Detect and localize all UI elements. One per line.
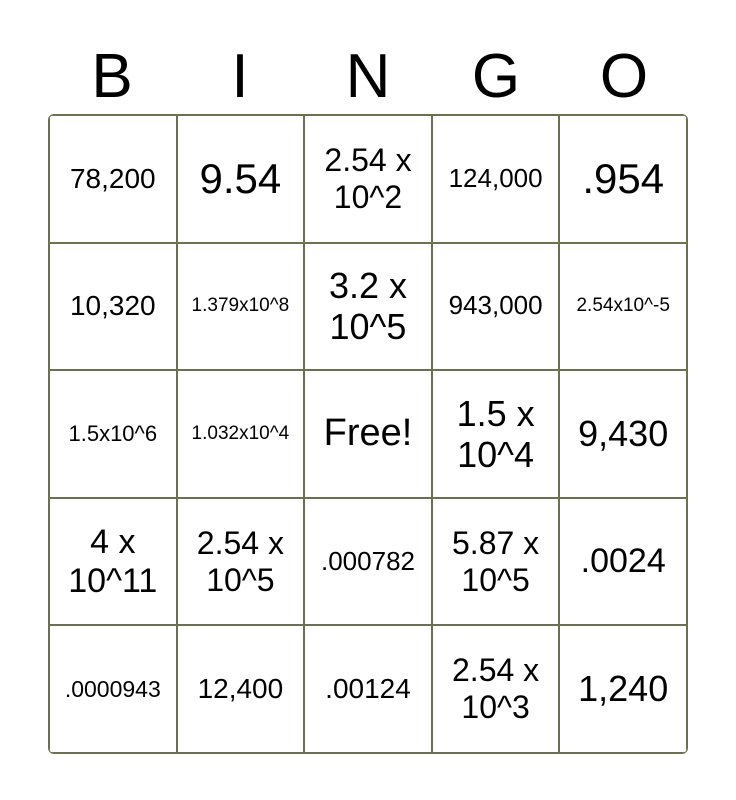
bingo-cell[interactable]: 2.54 x 10^2 <box>304 115 432 243</box>
bingo-cell[interactable]: 124,000 <box>432 115 560 243</box>
bingo-cell[interactable]: 1,240 <box>559 625 687 753</box>
bingo-cell[interactable]: 4 x 10^11 <box>49 498 177 626</box>
bingo-cell[interactable]: 1.5 x 10^4 <box>432 370 560 498</box>
bingo-cell[interactable]: .00124 <box>304 625 432 753</box>
bingo-cell[interactable]: 2.54 x 10^5 <box>177 498 305 626</box>
bingo-grid: 78,2009.542.54 x 10^2124,000.95410,3201.… <box>48 114 688 754</box>
bingo-cell[interactable]: 12,400 <box>177 625 305 753</box>
bingo-cell[interactable]: 3.2 x 10^5 <box>304 243 432 371</box>
bingo-cell[interactable]: 2.54x10^-5 <box>559 243 687 371</box>
bingo-cell[interactable]: 1.379x10^8 <box>177 243 305 371</box>
bingo-cell[interactable]: 9,430 <box>559 370 687 498</box>
bingo-cell[interactable]: .000782 <box>304 498 432 626</box>
bingo-cell[interactable]: 1.032x10^4 <box>177 370 305 498</box>
bingo-cell[interactable]: 943,000 <box>432 243 560 371</box>
bingo-header-row: B I N G O <box>48 46 688 108</box>
bingo-cell[interactable]: 2.54 x 10^3 <box>432 625 560 753</box>
bingo-cell[interactable]: Free! <box>304 370 432 498</box>
header-letter-b: B <box>48 46 176 108</box>
header-letter-i: I <box>176 46 304 108</box>
bingo-card: B I N G O 78,2009.542.54 x 10^2124,000.9… <box>48 46 688 754</box>
bingo-cell[interactable]: .954 <box>559 115 687 243</box>
bingo-cell[interactable]: .0000943 <box>49 625 177 753</box>
bingo-cell[interactable]: 78,200 <box>49 115 177 243</box>
header-letter-n: N <box>304 46 432 108</box>
bingo-cell[interactable]: 1.5x10^6 <box>49 370 177 498</box>
bingo-cell[interactable]: 5.87 x 10^5 <box>432 498 560 626</box>
bingo-cell[interactable]: .0024 <box>559 498 687 626</box>
header-letter-g: G <box>432 46 560 108</box>
bingo-cell[interactable]: 9.54 <box>177 115 305 243</box>
header-letter-o: O <box>560 46 688 108</box>
bingo-cell[interactable]: 10,320 <box>49 243 177 371</box>
